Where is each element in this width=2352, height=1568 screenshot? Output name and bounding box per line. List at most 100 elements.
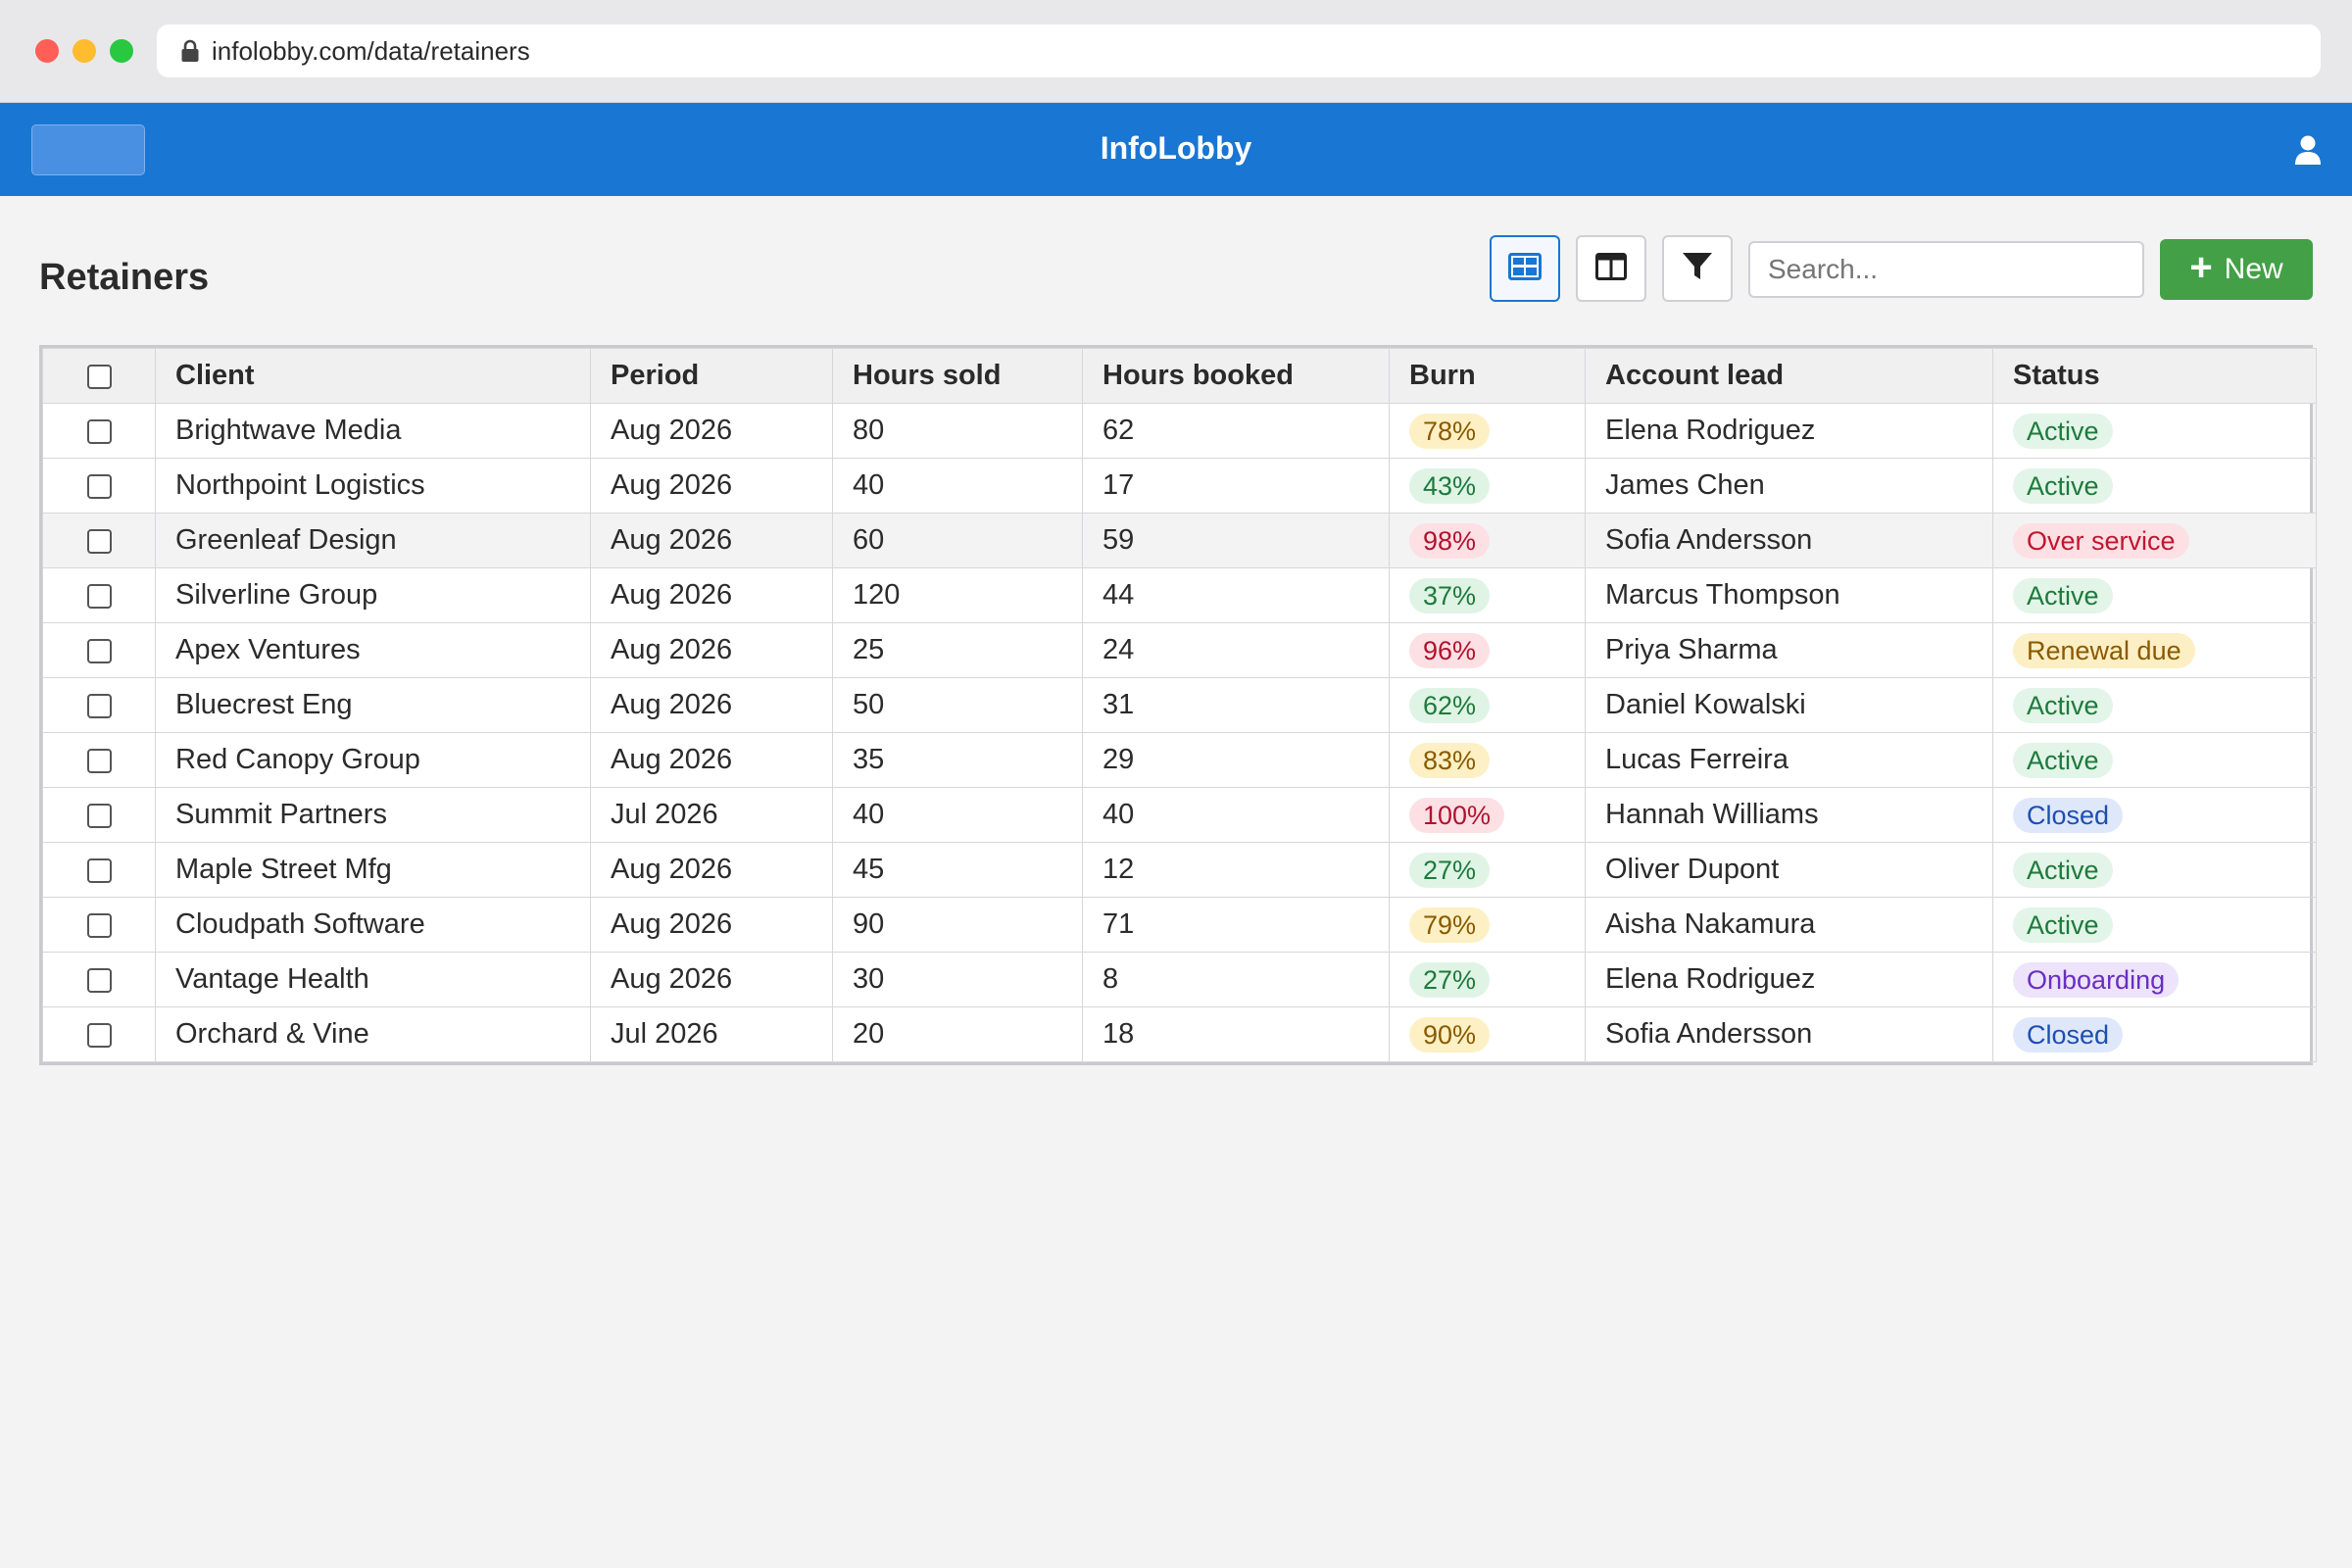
client-cell[interactable]: Orchard & Vine <box>155 1006 591 1062</box>
client-cell[interactable]: Brightwave Media <box>155 403 591 459</box>
period-cell: Aug 2026 <box>590 732 833 788</box>
column-header-account-lead[interactable]: Account lead <box>1585 348 1993 404</box>
status-badge: Active <box>2013 577 2113 613</box>
burn-cell: 79% <box>1389 897 1586 953</box>
table-row[interactable]: Greenleaf Design Aug 2026 60 59 98% Sofia And… <box>42 513 2317 568</box>
row-checkbox[interactable] <box>86 583 112 609</box>
burn-badge: 78% <box>1409 413 1491 449</box>
status-cell: Renewal due <box>1992 622 2317 678</box>
row-checkbox[interactable] <box>86 528 112 554</box>
page-title: Retainers <box>39 257 210 298</box>
status-badge: Active <box>2013 467 2113 504</box>
table-row[interactable]: Bluecrest Eng Aug 2026 50 31 62% Daniel Kowal… <box>42 677 2317 733</box>
column-header-period[interactable]: Period <box>590 348 833 404</box>
app-header: InfoLobby <box>0 103 2352 196</box>
select-all-checkbox[interactable] <box>86 364 112 389</box>
board-view-button[interactable] <box>1576 235 1646 302</box>
table-view-icon <box>1508 252 1542 285</box>
select-all-cell <box>42 348 156 404</box>
table-row[interactable]: Vantage Health Aug 2026 30 8 27% Elena Rodrig… <box>42 952 2317 1007</box>
column-header-hours-sold[interactable]: Hours sold <box>832 348 1083 404</box>
table-row[interactable]: Northpoint Logistics Aug 2026 40 17 43% James… <box>42 458 2317 514</box>
row-checkbox[interactable] <box>86 1022 112 1048</box>
account-lead-cell: Oliver Dupont <box>1585 842 1993 898</box>
client-cell[interactable]: Maple Street Mfg <box>155 842 591 898</box>
status-badge: Renewal due <box>2013 632 2195 668</box>
status-cell: Active <box>1992 732 2317 788</box>
url-text: infolobby.com/data/retainers <box>212 35 530 66</box>
table-row[interactable]: Red Canopy Group Aug 2026 35 29 83% Lucas Fer… <box>42 732 2317 788</box>
hours-booked-cell: 8 <box>1082 952 1390 1007</box>
row-checkbox[interactable] <box>86 967 112 993</box>
client-cell[interactable]: Silverline Group <box>155 567 591 623</box>
row-select-cell <box>42 677 156 733</box>
row-select-cell <box>42 897 156 953</box>
column-header-client[interactable]: Client <box>155 348 591 404</box>
filter-button[interactable] <box>1662 235 1733 302</box>
account-lead-cell: Hannah Williams <box>1585 787 1993 843</box>
account-lead-cell: Daniel Kowalski <box>1585 677 1993 733</box>
row-checkbox[interactable] <box>86 473 112 499</box>
row-checkbox[interactable] <box>86 748 112 773</box>
menu-button[interactable] <box>31 124 145 175</box>
row-checkbox[interactable] <box>86 912 112 938</box>
row-checkbox[interactable] <box>86 418 112 444</box>
app-title: InfoLobby <box>1100 130 1252 166</box>
row-checkbox[interactable] <box>86 803 112 828</box>
columns-icon <box>1595 252 1627 285</box>
table-row[interactable]: Maple Street Mfg Aug 2026 45 12 27% Oliver Du… <box>42 842 2317 898</box>
new-record-button[interactable]: + New <box>2160 239 2313 300</box>
row-checkbox[interactable] <box>86 638 112 663</box>
table-view-button[interactable] <box>1490 235 1560 302</box>
maximize-window-button[interactable] <box>110 39 133 63</box>
burn-badge: 100% <box>1409 797 1505 833</box>
table-row[interactable]: Brightwave Media Aug 2026 80 62 78% Elena Rod… <box>42 403 2317 459</box>
client-cell[interactable]: Greenleaf Design <box>155 513 591 568</box>
hours-booked-cell: 44 <box>1082 567 1390 623</box>
account-lead-cell: Aisha Nakamura <box>1585 897 1993 953</box>
user-icon[interactable] <box>2293 134 2323 166</box>
table-row[interactable]: Cloudpath Software Aug 2026 90 71 79% Aisha N… <box>42 897 2317 953</box>
column-header-hours-booked[interactable]: Hours booked <box>1082 348 1390 404</box>
hours-booked-cell: 71 <box>1082 897 1390 953</box>
client-cell[interactable]: Cloudpath Software <box>155 897 591 953</box>
column-header-status[interactable]: Status <box>1992 348 2317 404</box>
burn-badge: 62% <box>1409 687 1491 723</box>
burn-cell: 37% <box>1389 567 1586 623</box>
client-cell[interactable]: Northpoint Logistics <box>155 458 591 514</box>
address-bar[interactable]: infolobby.com/data/retainers <box>157 24 2321 77</box>
table-row[interactable]: Summit Partners Jul 2026 40 40 100% Hannah Wi… <box>42 787 2317 843</box>
client-cell[interactable]: Bluecrest Eng <box>155 677 591 733</box>
row-select-cell <box>42 458 156 514</box>
hours-booked-cell: 31 <box>1082 677 1390 733</box>
browser-chrome: infolobby.com/data/retainers <box>0 0 2352 103</box>
search-input[interactable] <box>1748 241 2144 298</box>
table-row[interactable]: Silverline Group Aug 2026 120 44 37% Marcus T… <box>42 567 2317 623</box>
burn-badge: 27% <box>1409 961 1491 998</box>
burn-badge: 37% <box>1409 577 1491 613</box>
client-cell[interactable]: Summit Partners <box>155 787 591 843</box>
row-checkbox[interactable] <box>86 693 112 718</box>
burn-cell: 83% <box>1389 732 1586 788</box>
hours-sold-cell: 25 <box>832 622 1083 678</box>
burn-badge: 96% <box>1409 632 1491 668</box>
row-checkbox[interactable] <box>86 858 112 883</box>
hours-booked-cell: 17 <box>1082 458 1390 514</box>
client-cell[interactable]: Apex Ventures <box>155 622 591 678</box>
client-cell[interactable]: Red Canopy Group <box>155 732 591 788</box>
table-row[interactable]: Orchard & Vine Jul 2026 20 18 90% Sofia Ander… <box>42 1006 2317 1062</box>
client-cell[interactable]: Vantage Health <box>155 952 591 1007</box>
filter-icon <box>1682 252 1713 286</box>
burn-cell: 98% <box>1389 513 1586 568</box>
minimize-window-button[interactable] <box>73 39 96 63</box>
hours-booked-cell: 62 <box>1082 403 1390 459</box>
table-row[interactable]: Apex Ventures Aug 2026 25 24 96% Priya Sharma… <box>42 622 2317 678</box>
hours-booked-cell: 29 <box>1082 732 1390 788</box>
row-select-cell <box>42 732 156 788</box>
period-cell: Jul 2026 <box>590 787 833 843</box>
hours-booked-cell: 12 <box>1082 842 1390 898</box>
hours-sold-cell: 120 <box>832 567 1083 623</box>
row-select-cell <box>42 787 156 843</box>
close-window-button[interactable] <box>35 39 59 63</box>
column-header-burn[interactable]: Burn <box>1389 348 1586 404</box>
